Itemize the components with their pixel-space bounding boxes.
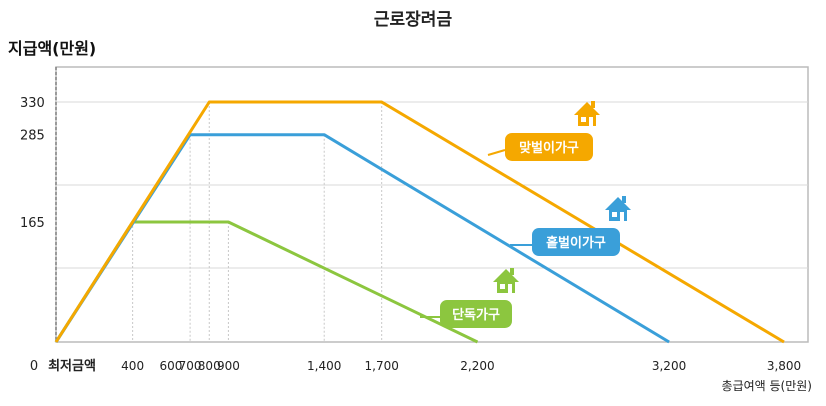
x-min-label: 최저금액 [48,359,96,374]
series-labels: 단독가구 홑벌이가구 맞벌이가구 [420,101,631,328]
label-pointer [487,149,506,156]
chart-title: 근로장려금 [374,10,453,30]
plot-area [55,66,809,343]
label-box [440,300,512,328]
x-axis-label: 총급여액 등(만원) [722,379,812,393]
series-name: 단독가구 [452,307,500,323]
y-tick-label-285: 285 [20,129,45,144]
house-icon [605,196,631,221]
x-tick-label-3200: 3,200 [652,359,686,373]
series-label-2: 맞벌이가구 [487,101,600,161]
x-tick-label-700: 700 [179,359,202,373]
y-axis-label: 지급액(만원) [8,39,96,58]
label-box [505,133,593,161]
x-tick-label-2200: 2,200 [460,359,494,373]
series-label-1: 홑벌이가구 [510,196,631,256]
series-group [54,100,785,344]
x-tick-label-900: 900 [217,359,240,373]
house-icon [493,268,519,293]
x-tick-label-400: 400 [121,359,144,373]
series-name: 홑벌이가구 [546,235,606,251]
label-box [532,228,620,256]
series-line-2 [54,100,785,344]
x-tick-label-1700: 1,700 [365,359,399,373]
house-icon [574,101,600,126]
x-tick-label-3800: 3,800 [767,359,801,373]
grid [56,101,808,269]
x-tick-label-800: 800 [198,359,221,373]
y-tick-label-165: 165 [20,216,45,231]
y-tick-label-330: 330 [20,96,45,111]
x-origin-label: 0 [30,359,38,374]
x-tick-label-600: 600 [159,359,182,373]
y-tick-labels: 165 285 330 [20,96,45,231]
series-name: 맞벌이가구 [519,140,579,156]
x-tick-label-1400: 1,400 [307,359,341,373]
series-label-0: 단독가구 [420,268,519,328]
